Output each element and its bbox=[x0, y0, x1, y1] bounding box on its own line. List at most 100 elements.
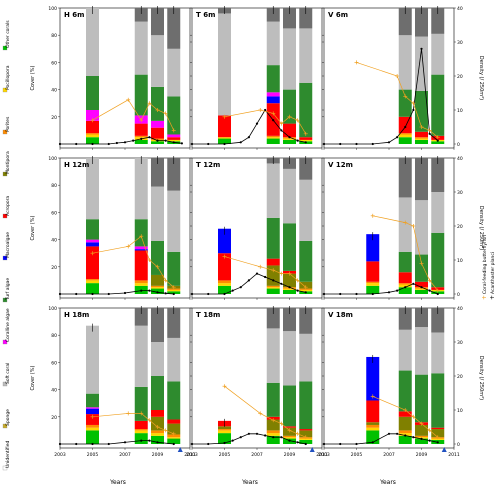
bar-segment-other bbox=[86, 137, 99, 144]
density-tick-label: 30 bbox=[457, 190, 463, 196]
bar-segment-acropora bbox=[151, 410, 164, 417]
bar-segment-pocillopora bbox=[218, 430, 231, 434]
series-point-acanthaster bbox=[371, 292, 374, 296]
series-point-acanthaster bbox=[107, 442, 110, 446]
y-tick-label: 100 bbox=[48, 306, 57, 312]
bar-segment-acropora bbox=[415, 131, 428, 138]
series-point-acanthaster bbox=[239, 436, 242, 439]
bar-segment-turf bbox=[86, 219, 99, 240]
series-point-acanthaster bbox=[339, 442, 342, 446]
series-point-acanthaster bbox=[288, 439, 291, 442]
bar-segment-softcoral bbox=[299, 28, 313, 83]
bar-segment-turf bbox=[266, 217, 280, 259]
bar-segment-acropora bbox=[283, 123, 296, 138]
bar-segment-coralline bbox=[151, 120, 164, 128]
y-axis-title-cover: Cover (%) bbox=[30, 66, 36, 91]
series-point-acanthaster bbox=[132, 139, 135, 142]
bar-segment-porites bbox=[266, 285, 280, 288]
bar-segment-macroalgae bbox=[266, 96, 280, 104]
bar-segment-softcoral bbox=[266, 21, 280, 66]
series-point-acanthaster bbox=[387, 141, 391, 144]
legend-swatch bbox=[2, 465, 8, 471]
series-point-acanthaster bbox=[371, 142, 374, 146]
bar-segment-pocillopora bbox=[86, 427, 99, 431]
density-tick-label: 0 bbox=[457, 142, 460, 148]
bar-segment-porites bbox=[415, 137, 428, 139]
series-point-acanthaster bbox=[180, 142, 183, 145]
bar-segment-other bbox=[398, 435, 412, 444]
bar-segment-dark bbox=[415, 308, 428, 328]
bar-segment-acropora bbox=[134, 250, 148, 281]
series-point-acanthaster bbox=[296, 441, 299, 444]
series-point-acanthaster bbox=[436, 139, 439, 142]
x-tick-label: 2003 bbox=[54, 452, 66, 458]
series-point-acanthaster bbox=[107, 142, 110, 146]
bar-segment-other bbox=[167, 438, 181, 444]
bar-segment-turf bbox=[431, 232, 445, 288]
series-point-acanthaster bbox=[280, 282, 283, 285]
series-point-acanthaster bbox=[239, 141, 242, 144]
bar-segment-turf bbox=[86, 393, 99, 408]
bar-segment-other bbox=[266, 435, 280, 444]
legend-swatch bbox=[2, 423, 8, 429]
bar-segment-porites bbox=[398, 430, 412, 434]
series-point-acanthaster bbox=[239, 286, 242, 289]
y-tick-label: 40 bbox=[51, 238, 57, 244]
density-tick-label: 20 bbox=[457, 224, 463, 230]
series-point-acanthaster bbox=[396, 136, 399, 139]
bar-segment-montipora bbox=[398, 416, 412, 431]
bar-segment-pocillopora bbox=[398, 134, 412, 138]
series-point-acanthaster bbox=[140, 289, 143, 292]
density-tick-label: 40 bbox=[457, 306, 463, 312]
series-point-acanthaster bbox=[164, 139, 167, 142]
bar-segment-porites bbox=[366, 424, 380, 428]
bar-segment-dark bbox=[398, 158, 412, 198]
series-point-acanthaster bbox=[91, 142, 94, 146]
density-tick-label: 30 bbox=[457, 40, 463, 46]
series-point-acanthaster bbox=[264, 434, 267, 437]
bar-segment-dark bbox=[431, 308, 445, 333]
bar-segment-acropora bbox=[86, 414, 99, 425]
bar-segment-acropora bbox=[86, 120, 99, 134]
legend-label: Acropora bbox=[5, 196, 11, 216]
bar-segment-other bbox=[218, 138, 231, 144]
y-tick-label: 80 bbox=[51, 183, 57, 189]
series-line-butterflyfish bbox=[372, 396, 438, 438]
density-tick-label: 0 bbox=[457, 292, 460, 298]
y-axis-title-density: Density (/ 250m²) bbox=[478, 356, 484, 400]
bar-segment-coralline bbox=[86, 239, 99, 243]
series-point-acanthaster bbox=[164, 292, 167, 295]
series-line-butterflyfish bbox=[372, 215, 439, 291]
bar-segment-dark bbox=[398, 8, 412, 36]
series-point-acanthaster bbox=[190, 442, 194, 446]
bar-segment-acropora bbox=[134, 123, 148, 136]
series-line-acanthaster bbox=[60, 290, 174, 295]
series-line-acanthaster bbox=[192, 109, 306, 145]
panel-title-bg bbox=[194, 310, 218, 319]
series-point-acanthaster bbox=[387, 291, 391, 294]
series-point-acanthaster bbox=[355, 142, 358, 146]
bar-segment-acropora bbox=[398, 272, 412, 284]
series-point-acanthaster bbox=[223, 441, 226, 445]
legend-swatch bbox=[2, 255, 8, 261]
y-axis-title-cover: Cover (%) bbox=[30, 366, 36, 391]
panel-t-12m: T 12m bbox=[190, 156, 324, 300]
series-point-acanthaster bbox=[412, 436, 415, 439]
panel-v-18m: 0 10 20 30 40 V 18m 2003 2005 2007 2009 2011 bbox=[318, 306, 463, 458]
bar-segment-turf bbox=[398, 89, 412, 117]
legend-swatch bbox=[2, 213, 8, 219]
bar-segment-dark bbox=[167, 158, 181, 191]
bar-segment-turf bbox=[167, 251, 181, 286]
series-point-acanthaster bbox=[428, 439, 431, 442]
bar-segment-pocillopora bbox=[266, 287, 280, 289]
x-axis-title-3: Years bbox=[379, 479, 396, 486]
bar-segment-other bbox=[283, 289, 296, 294]
bar-segment-pocillopora bbox=[398, 284, 412, 288]
x-tick-label: 2005 bbox=[87, 452, 99, 458]
legend-label: Coralline algae bbox=[5, 308, 11, 342]
bar-segment-softcoral bbox=[266, 163, 280, 218]
series-point-acanthaster bbox=[255, 122, 259, 125]
x-tick-label: 2009 bbox=[416, 452, 428, 458]
bar-segment-acropora bbox=[134, 420, 148, 430]
series-point-acanthaster bbox=[412, 108, 415, 112]
